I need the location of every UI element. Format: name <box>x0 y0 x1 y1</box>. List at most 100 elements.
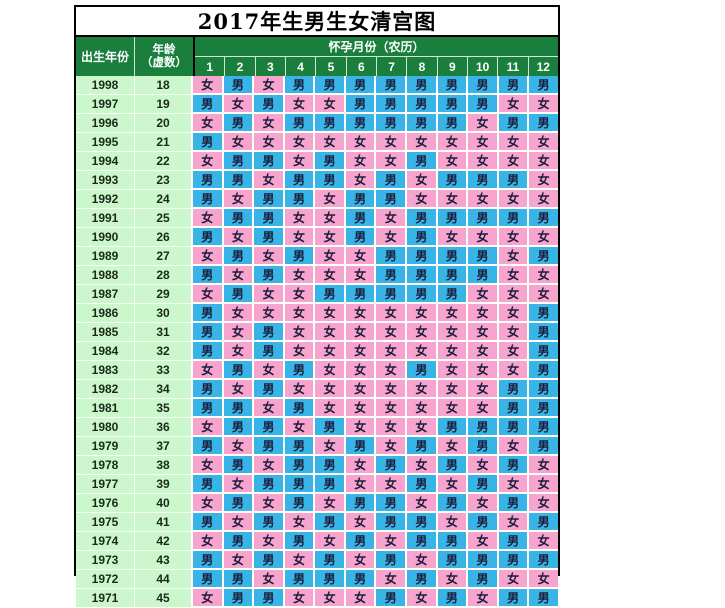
table-row: 1990 26 男女男女女男女男女女女女 <box>76 228 558 247</box>
gender-cell: 男 <box>284 114 316 133</box>
gender-cell: 女 <box>407 133 438 152</box>
gender-cell: 女 <box>498 228 530 247</box>
gender-cell: 男 <box>315 114 346 133</box>
gender-cell: 女 <box>407 342 438 361</box>
year-cell: 1982 <box>76 380 135 399</box>
table-row: 1980 36 女男男女男女女女男男男男 <box>76 418 558 437</box>
gender-cell: 男 <box>193 323 224 342</box>
year-cell: 1990 <box>76 228 135 247</box>
gender-cell: 男 <box>529 76 558 95</box>
gender-cell: 男 <box>529 437 558 456</box>
gender-cell: 女 <box>193 532 224 551</box>
gender-cell: 女 <box>315 133 346 152</box>
gender-cell: 女 <box>345 380 377 399</box>
gender-cell: 女 <box>254 494 285 513</box>
gender-cell: 女 <box>254 399 285 418</box>
gender-cell: 女 <box>254 76 285 95</box>
gender-cell: 女 <box>376 475 408 494</box>
gender-cell: 男 <box>193 513 224 532</box>
gender-cell: 男 <box>407 95 438 114</box>
gender-cell: 女 <box>223 437 255 456</box>
gender-cell: 男 <box>437 418 469 437</box>
month-header-cell: 3 <box>256 57 286 76</box>
gender-cell: 男 <box>407 152 438 171</box>
gender-cell: 男 <box>407 247 438 266</box>
gender-cell: 女 <box>284 323 316 342</box>
gender-cell: 男 <box>315 551 346 570</box>
gender-cell: 女 <box>193 418 224 437</box>
gender-cell: 女 <box>193 494 224 513</box>
month-group-label: 怀孕月份（农历） <box>195 37 558 57</box>
gender-cell: 女 <box>193 285 224 304</box>
gender-cell: 女 <box>345 361 377 380</box>
gender-cell: 女 <box>437 475 469 494</box>
gender-cell: 男 <box>376 171 408 190</box>
gender-cell: 男 <box>223 418 255 437</box>
month-number-row: 1 2 3 4 5 6 7 8 9 10 11 12 <box>195 57 558 76</box>
gender-cell: 女 <box>407 304 438 323</box>
gender-cell: 男 <box>437 285 469 304</box>
gender-cell: 女 <box>529 266 558 285</box>
gender-cell: 男 <box>315 456 346 475</box>
gender-cell: 女 <box>437 380 469 399</box>
gender-cell: 男 <box>193 437 224 456</box>
gender-cell: 女 <box>529 228 558 247</box>
gender-cell: 女 <box>376 437 408 456</box>
year-cell: 1973 <box>76 551 135 570</box>
gender-cell: 男 <box>498 399 530 418</box>
gender-cell: 男 <box>529 209 558 228</box>
gender-cell: 女 <box>376 133 408 152</box>
gender-cell: 男 <box>468 551 499 570</box>
table-row: 1975 41 男女男女男女男男女男女男 <box>76 513 558 532</box>
year-cell: 1975 <box>76 513 135 532</box>
gender-cell: 女 <box>254 171 285 190</box>
month-header-cell: 2 <box>225 57 256 76</box>
gender-cell: 女 <box>193 247 224 266</box>
year-cell: 1991 <box>76 209 135 228</box>
gender-cell: 女 <box>437 437 469 456</box>
gender-cell: 男 <box>407 209 438 228</box>
gender-cell: 女 <box>376 152 408 171</box>
table-row: 1978 38 女男女男男女男女男女男女 <box>76 456 558 475</box>
gender-cell: 女 <box>193 76 224 95</box>
age-cell: 31 <box>135 323 193 342</box>
gender-cell: 女 <box>468 399 499 418</box>
gender-cell: 男 <box>284 494 316 513</box>
gender-cell: 女 <box>223 95 255 114</box>
gender-cell: 男 <box>315 418 346 437</box>
gender-cell: 男 <box>254 209 285 228</box>
age-cell: 33 <box>135 361 193 380</box>
year-cell: 1988 <box>76 266 135 285</box>
gender-cell: 女 <box>468 304 499 323</box>
gender-cell: 女 <box>254 361 285 380</box>
gender-cell: 男 <box>315 171 346 190</box>
gender-cell: 男 <box>529 323 558 342</box>
gender-cell: 男 <box>193 133 224 152</box>
table-row: 1998 18 女男女男男男男男男男男男 <box>76 76 558 95</box>
gender-cell: 女 <box>284 266 316 285</box>
gender-cell: 女 <box>498 361 530 380</box>
gender-cell: 女 <box>529 475 558 494</box>
table-header: 出生年份 年龄 （虚数） 怀孕月份（农历） 1 2 3 4 5 6 7 8 9 10 11 12 <box>76 37 558 76</box>
year-cell: 1987 <box>76 285 135 304</box>
gender-cell: 男 <box>254 418 285 437</box>
table-row: 1971 45 女男男女女女男女男女男男 <box>76 589 558 608</box>
gender-cell: 女 <box>315 399 346 418</box>
gender-cell: 女 <box>284 304 316 323</box>
month-header-cell: 8 <box>407 57 438 76</box>
age-cell: 39 <box>135 475 193 494</box>
gender-cell: 男 <box>223 76 255 95</box>
gender-cell: 女 <box>407 456 438 475</box>
gender-cell: 男 <box>193 190 224 209</box>
gender-cell: 女 <box>315 342 346 361</box>
gender-cell: 男 <box>468 247 499 266</box>
gender-cell: 女 <box>498 152 530 171</box>
gender-cell: 女 <box>284 133 316 152</box>
month-header-cell: 12 <box>536 59 550 74</box>
gender-cell: 女 <box>498 133 530 152</box>
gender-cell: 女 <box>284 209 316 228</box>
age-cell: 19 <box>135 95 193 114</box>
gender-cell: 女 <box>529 171 558 190</box>
gender-cell: 女 <box>193 209 224 228</box>
gender-cell: 女 <box>284 342 316 361</box>
